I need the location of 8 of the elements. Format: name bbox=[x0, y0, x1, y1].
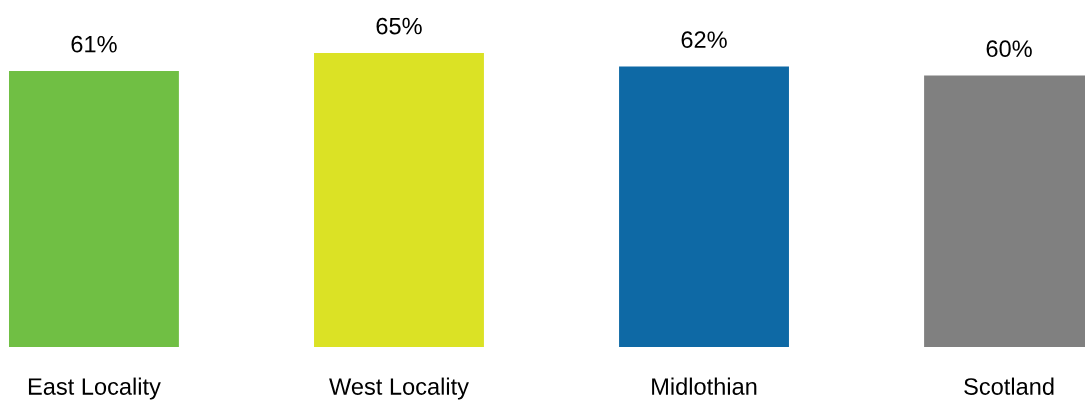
x-tick-label: West Locality bbox=[329, 377, 469, 400]
data-label: 61% bbox=[71, 35, 117, 53]
data-label: 65% bbox=[376, 17, 422, 35]
x-tick-label: East Locality bbox=[28, 377, 161, 400]
x-tick-label: Scotland bbox=[964, 377, 1054, 395]
data-label: 62% bbox=[681, 31, 727, 49]
data-label: 60% bbox=[986, 40, 1032, 58]
x-tick-label: Midlothian bbox=[652, 377, 757, 395]
